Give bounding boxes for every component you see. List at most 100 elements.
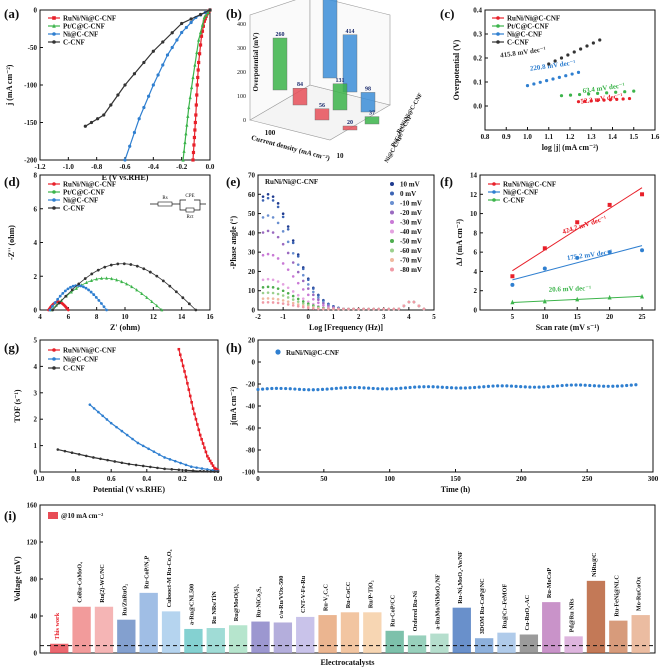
data-point <box>211 464 215 467</box>
y-tick-label: 3 <box>34 389 38 397</box>
y-tick-label: 6 <box>474 249 478 257</box>
data-point <box>83 124 87 128</box>
panel-label-e: (e) <box>226 174 240 189</box>
data-point <box>332 307 335 311</box>
x-tick-label: 4 <box>407 313 411 321</box>
data-point <box>623 90 627 94</box>
x-tick-label: -0.2 <box>176 163 188 171</box>
data-point <box>559 56 564 60</box>
data-point <box>362 386 366 390</box>
bar-category-label: Ru-CoCC <box>345 582 352 608</box>
x-tick-label: 1.3 <box>587 133 596 141</box>
data-point <box>422 307 426 311</box>
data-point <box>468 386 472 390</box>
data-point <box>627 96 632 101</box>
data-point <box>545 79 549 83</box>
y-tick-label: 0 <box>34 307 38 315</box>
x-tick-label: 14 <box>178 313 186 321</box>
data-point <box>342 307 345 311</box>
data-point <box>281 283 285 286</box>
z-tick-label: 100 <box>237 94 246 100</box>
data-point <box>306 300 310 303</box>
y-tick-label: 0.0 <box>473 103 482 111</box>
x-tick-label: 0.0 <box>206 163 215 171</box>
data-point <box>532 385 537 389</box>
data-point <box>266 285 270 289</box>
data-point <box>325 387 329 391</box>
data-point <box>97 410 100 414</box>
data-point <box>525 84 530 88</box>
data-point <box>496 16 500 20</box>
data-point <box>52 190 56 194</box>
bar <box>273 622 293 653</box>
x-tick-label: 200 <box>516 475 527 483</box>
x-tick-label: 1.5 <box>629 133 638 141</box>
data-point <box>137 117 141 121</box>
legend-entry: C-CNF <box>63 365 85 373</box>
x-tick-label: 0 <box>256 475 260 483</box>
bar-3d <box>360 92 376 113</box>
data-point <box>496 384 500 388</box>
data-point <box>317 301 320 305</box>
data-point <box>394 386 398 391</box>
bar <box>385 630 404 653</box>
data-point <box>183 140 187 145</box>
data-point <box>168 458 172 461</box>
chart-title: RuNi/Ni@C-CNF <box>265 178 318 186</box>
data-point <box>296 270 300 274</box>
data-point <box>347 307 350 311</box>
data-point <box>170 45 174 50</box>
data-point <box>170 468 174 471</box>
y-tick-label: 10 <box>248 287 256 295</box>
y-tick-label: 0 <box>252 359 256 367</box>
data-point <box>288 387 292 391</box>
y-tick-label: 8 <box>34 172 38 180</box>
data-point <box>186 381 189 385</box>
data-point <box>449 386 454 390</box>
resistor-rs <box>157 201 173 207</box>
data-point <box>422 385 426 389</box>
y-tick-label: -50 <box>28 44 38 52</box>
data-point <box>472 385 477 390</box>
circuit-wire <box>150 199 206 211</box>
data-point <box>276 287 280 290</box>
data-point <box>417 304 421 308</box>
x-tick-label: 0.8 <box>481 133 490 141</box>
bar <box>50 643 69 653</box>
data-point <box>382 307 386 311</box>
bar-category-label: Ru-FeNi@NLC <box>613 575 620 617</box>
data-point <box>367 307 370 311</box>
data-point <box>296 303 300 306</box>
data-point <box>102 113 106 117</box>
bar-category-label: Ru-NiCo₂S₄ <box>256 587 263 618</box>
data-point <box>339 386 343 390</box>
data-point <box>99 457 102 461</box>
data-point <box>620 384 624 388</box>
data-point <box>286 268 290 271</box>
data-point <box>588 383 592 388</box>
data-point <box>206 10 210 15</box>
data-point <box>92 456 95 459</box>
y-tick-label: 5 <box>34 337 38 345</box>
data-point <box>196 75 200 80</box>
bar-category-label: Ru/ZnRuO₂ <box>121 584 128 616</box>
data-point <box>640 192 645 197</box>
series-line <box>52 263 197 311</box>
data-point <box>505 384 509 388</box>
data-point <box>301 273 305 277</box>
bar <box>139 592 158 653</box>
y-tick-label: 6 <box>34 205 38 213</box>
data-point <box>551 384 555 388</box>
data-point <box>96 117 100 121</box>
data-point <box>566 53 570 57</box>
data-point <box>276 292 280 296</box>
data-point <box>286 300 290 303</box>
data-point <box>496 32 500 36</box>
data-point <box>281 289 285 293</box>
equivalent-circuit: Rs CPE Rct <box>150 194 206 220</box>
data-point <box>192 135 197 140</box>
x-tick-label: 5 <box>432 313 436 321</box>
data-point <box>52 16 56 20</box>
data-point <box>202 470 206 473</box>
data-point <box>291 241 295 245</box>
